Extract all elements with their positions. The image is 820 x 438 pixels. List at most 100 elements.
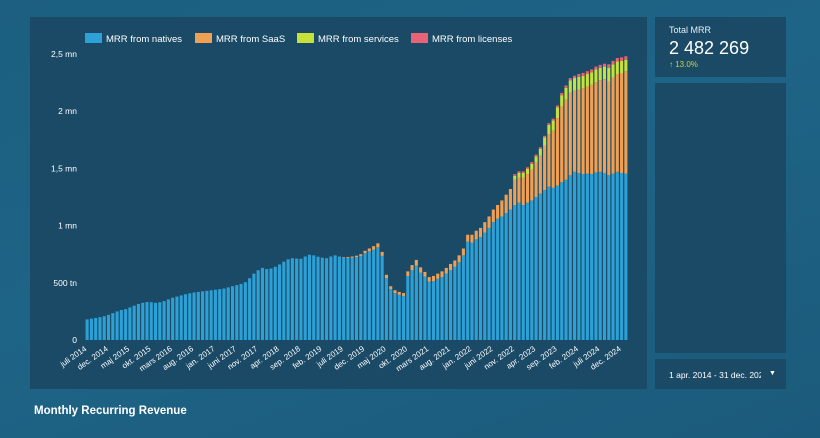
- bar-natives[interactable]: [171, 297, 175, 340]
- bar-saas[interactable]: [615, 74, 619, 172]
- bar-natives[interactable]: [295, 258, 299, 340]
- bar-saas[interactable]: [564, 99, 568, 180]
- bar-services[interactable]: [521, 172, 525, 178]
- bar-saas[interactable]: [431, 275, 435, 282]
- bar-saas[interactable]: [504, 194, 508, 214]
- bar-saas[interactable]: [624, 71, 628, 174]
- bar-natives[interactable]: [547, 186, 551, 340]
- bar-saas[interactable]: [491, 209, 495, 223]
- bar-natives[interactable]: [513, 205, 517, 340]
- bar-natives[interactable]: [265, 269, 269, 340]
- bar-saas[interactable]: [406, 271, 410, 276]
- bar-natives[interactable]: [380, 255, 384, 340]
- bar-saas[interactable]: [354, 255, 359, 258]
- bar-natives[interactable]: [585, 173, 589, 340]
- bar-natives[interactable]: [179, 295, 183, 340]
- bar-natives[interactable]: [508, 209, 512, 340]
- bar-natives[interactable]: [154, 302, 158, 340]
- bar-services[interactable]: [513, 175, 517, 180]
- bar-natives[interactable]: [419, 272, 423, 341]
- bar-natives[interactable]: [346, 257, 350, 340]
- bar-licenses[interactable]: [602, 63, 607, 67]
- legend-label-licenses[interactable]: MRR from licenses: [432, 34, 512, 45]
- bar-services[interactable]: [560, 95, 564, 107]
- bar-saas[interactable]: [414, 259, 418, 266]
- bar-natives[interactable]: [414, 265, 418, 340]
- bar-services[interactable]: [602, 66, 607, 80]
- bar-licenses[interactable]: [564, 85, 568, 88]
- bar-natives[interactable]: [504, 213, 508, 340]
- bar-natives[interactable]: [517, 202, 521, 340]
- bar-natives[interactable]: [568, 175, 572, 340]
- bar-natives[interactable]: [581, 174, 585, 340]
- bar-services[interactable]: [585, 74, 589, 87]
- bar-natives[interactable]: [269, 268, 273, 341]
- bar-saas[interactable]: [372, 246, 376, 250]
- bar-licenses[interactable]: [598, 64, 602, 68]
- bar-natives[interactable]: [111, 313, 115, 340]
- bar-saas[interactable]: [478, 227, 483, 238]
- bar-natives[interactable]: [192, 292, 196, 340]
- bar-saas[interactable]: [551, 130, 555, 188]
- legend-swatch-licenses[interactable]: [411, 33, 428, 43]
- bar-natives[interactable]: [525, 202, 530, 340]
- bar-natives[interactable]: [205, 290, 209, 340]
- bar-natives[interactable]: [273, 266, 277, 340]
- bar-saas[interactable]: [525, 174, 530, 203]
- bar-saas[interactable]: [598, 80, 602, 172]
- bar-natives[interactable]: [363, 253, 367, 340]
- bar-licenses[interactable]: [543, 135, 547, 138]
- bar-natives[interactable]: [196, 291, 200, 340]
- bar-natives[interactable]: [367, 251, 371, 340]
- bar-natives[interactable]: [162, 301, 166, 340]
- bar-licenses[interactable]: [573, 75, 577, 79]
- bar-natives[interactable]: [543, 190, 547, 340]
- date-range-control[interactable]: 1 apr. 2014 - 31 dec. 2024 ▼: [655, 359, 786, 389]
- legend-swatch-saas[interactable]: [195, 33, 212, 43]
- bar-natives[interactable]: [538, 193, 542, 340]
- bar-services[interactable]: [568, 80, 572, 93]
- legend-swatch-natives[interactable]: [85, 33, 102, 43]
- bar-saas[interactable]: [376, 243, 380, 248]
- bar-services[interactable]: [530, 163, 534, 170]
- bar-natives[interactable]: [119, 310, 123, 340]
- bar-natives[interactable]: [98, 317, 102, 340]
- bar-saas[interactable]: [487, 216, 491, 228]
- bar-natives[interactable]: [290, 258, 294, 340]
- bar-natives[interactable]: [466, 241, 470, 340]
- bar-services[interactable]: [543, 137, 547, 146]
- bar-natives[interactable]: [478, 237, 483, 340]
- bar-saas[interactable]: [534, 162, 538, 197]
- bar-natives[interactable]: [325, 258, 329, 340]
- bar-natives[interactable]: [594, 172, 598, 340]
- bar-natives[interactable]: [393, 293, 397, 340]
- bar-natives[interactable]: [303, 256, 307, 340]
- bar-licenses[interactable]: [521, 171, 525, 173]
- bar-services[interactable]: [590, 72, 594, 85]
- bar-natives[interactable]: [299, 258, 303, 340]
- bar-natives[interactable]: [577, 172, 581, 340]
- bar-natives[interactable]: [316, 256, 320, 340]
- bar-natives[interactable]: [615, 171, 619, 340]
- bar-natives[interactable]: [611, 173, 615, 340]
- legend-label-saas[interactable]: MRR from SaaS: [216, 34, 285, 45]
- bar-natives[interactable]: [252, 273, 256, 340]
- bar-natives[interactable]: [278, 264, 282, 341]
- bar-saas[interactable]: [513, 179, 517, 206]
- bar-natives[interactable]: [350, 257, 354, 340]
- bar-services[interactable]: [525, 168, 530, 175]
- bar-services[interactable]: [620, 60, 624, 74]
- bar-natives[interactable]: [530, 200, 534, 340]
- bar-natives[interactable]: [307, 254, 312, 340]
- bar-services[interactable]: [517, 172, 521, 178]
- bar-natives[interactable]: [354, 257, 359, 340]
- bar-natives[interactable]: [457, 262, 461, 340]
- bar-natives[interactable]: [102, 316, 106, 340]
- bar-saas[interactable]: [346, 256, 350, 258]
- bar-natives[interactable]: [183, 294, 188, 340]
- bar-natives[interactable]: [607, 175, 611, 340]
- bar-licenses[interactable]: [560, 92, 564, 96]
- bar-services[interactable]: [577, 76, 581, 90]
- bar-services[interactable]: [611, 64, 615, 78]
- bar-licenses[interactable]: [538, 147, 542, 149]
